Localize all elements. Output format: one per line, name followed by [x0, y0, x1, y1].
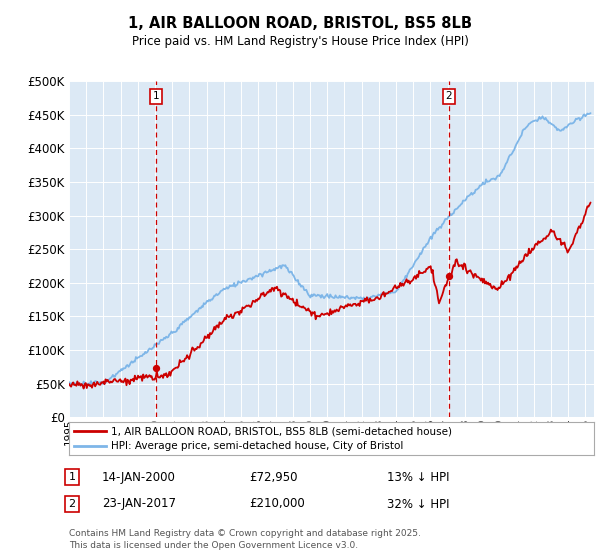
Text: 1: 1: [68, 472, 76, 482]
Point: [444, 272, 454, 281]
Text: 2: 2: [446, 91, 452, 101]
Text: 32% ↓ HPI: 32% ↓ HPI: [387, 497, 449, 511]
Text: 1, AIR BALLOON ROAD, BRISTOL, BS5 8LB: 1, AIR BALLOON ROAD, BRISTOL, BS5 8LB: [128, 16, 472, 31]
Text: 14-JAN-2000: 14-JAN-2000: [102, 470, 176, 484]
Text: HPI: Average price, semi-detached house, City of Bristol: HPI: Average price, semi-detached house,…: [111, 441, 403, 451]
Text: 2: 2: [68, 499, 76, 509]
Text: 23-JAN-2017: 23-JAN-2017: [102, 497, 176, 511]
Text: Price paid vs. HM Land Registry's House Price Index (HPI): Price paid vs. HM Land Registry's House …: [131, 35, 469, 48]
Point: [151, 363, 161, 372]
Text: 1: 1: [152, 91, 159, 101]
Text: 13% ↓ HPI: 13% ↓ HPI: [387, 470, 449, 484]
Text: £72,950: £72,950: [249, 470, 298, 484]
Text: Contains HM Land Registry data © Crown copyright and database right 2025.
This d: Contains HM Land Registry data © Crown c…: [69, 529, 421, 550]
Text: 1, AIR BALLOON ROAD, BRISTOL, BS5 8LB (semi-detached house): 1, AIR BALLOON ROAD, BRISTOL, BS5 8LB (s…: [111, 426, 452, 436]
Text: £210,000: £210,000: [249, 497, 305, 511]
